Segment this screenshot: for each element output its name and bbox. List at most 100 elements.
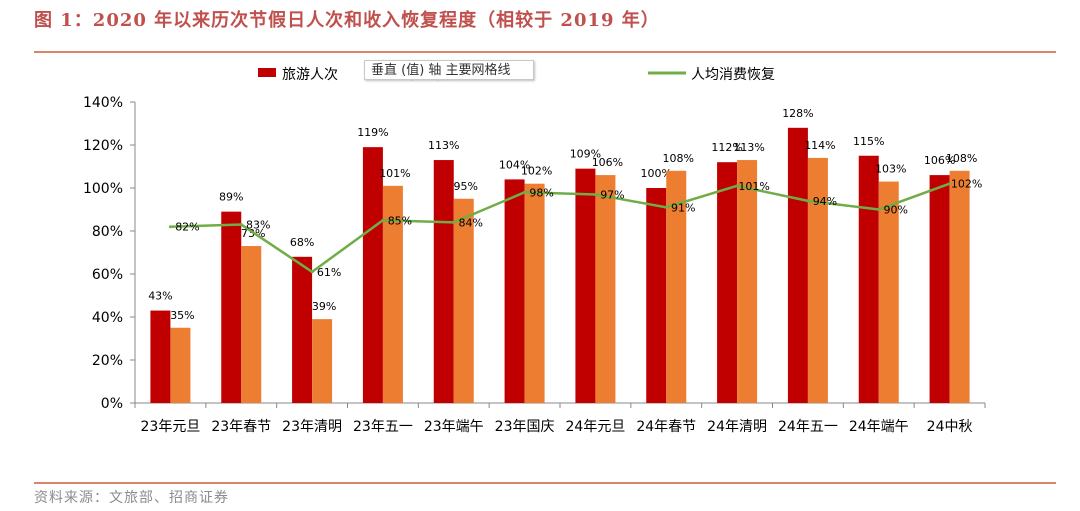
bar-data-label: 128% [782,107,813,120]
line-point [381,218,385,222]
x-tick-label: 24年五一 [778,419,838,435]
y-tick-label: 120% [83,138,123,154]
bar-data-label: 100% [641,167,672,180]
bar-tourist-trips [221,211,242,403]
x-tick-label: 23年元旦 [141,419,201,435]
bar-tourist-trips [858,155,879,403]
bar-data-label: 112% [711,141,742,154]
line-point [877,208,881,211]
bar-data-label: 108% [663,152,694,165]
chart: 0% 20% 40% 60% 80% 100% 120% 140% 23年元旦 23年春节 23年清… [83,66,986,435]
line-point [664,205,668,209]
bar-revenue [595,175,616,403]
line-point [239,223,243,227]
bar-revenue [949,170,970,403]
bar-tourist-trips [362,147,383,403]
bar-data-label: 115% [853,135,884,148]
bar-data-label: 95% [454,180,478,193]
bar-revenue [241,246,262,403]
bar-data-label: 103% [875,163,906,176]
source-rule [34,482,1056,484]
x-tick-label: 23年清明 [282,419,342,435]
line-data-label: 102% [951,178,982,191]
line-data-label: 85% [388,214,412,227]
x-tick-label: 24年端午 [849,419,909,435]
bar-tourist-trips [433,160,454,403]
line-per-capita-spending [170,182,951,274]
bar-data-label: 102% [521,165,552,178]
line-point [523,190,527,194]
x-tick-label: 23年端午 [424,419,484,435]
line-point [452,220,456,224]
bar-data-label: 114% [804,139,835,152]
line-point [735,184,739,188]
legend-swatch [258,68,276,77]
bar-revenue [312,319,333,403]
line-point [310,270,314,274]
bar-revenue [453,198,474,403]
source-note: 资料来源：文旅部、招商证券 [34,490,229,506]
y-tick-label: 0% [101,396,123,412]
y-tick-label: 100% [83,181,123,197]
bar-revenue [524,183,545,403]
bar-data-label: 101% [379,167,410,180]
line-data-label: 101% [738,180,769,193]
x-tick-label: 24中秋 [927,419,973,435]
y-tick-label: 140% [83,95,123,111]
bar-revenue [170,327,191,403]
line-data-label: 82% [175,221,199,234]
x-tick-label: 23年国庆 [495,419,555,435]
bar-data-label: 104% [499,158,530,171]
y-tick-label: 40% [92,310,123,326]
bar-data-label: 113% [733,141,764,154]
y-tick-label: 20% [92,353,123,369]
bar-tourist-trips [646,188,667,403]
bar-tourist-trips [929,175,950,403]
gridline-tooltip: 垂直 (值) 轴 主要网格线 [364,60,534,80]
bar-tourist-trips [150,310,171,403]
line-point [948,182,952,186]
figure-title: 图 1：2020 年以来历次节假日人次和收入恢复程度（相较于 2019 年） [34,10,660,31]
line-data-label: 94% [813,195,837,208]
y-tick-label: 60% [92,267,123,283]
bar-tourist-trips [717,162,738,403]
bar-data-label: 39% [312,300,336,313]
bar-data-label: 35% [170,309,194,322]
line-data-label: 98% [529,186,553,199]
bar-data-label: 106% [924,154,955,167]
bar-data-label: 89% [219,191,243,204]
bar-data-label: 43% [148,290,172,303]
bar-revenue [666,170,687,403]
line-data-label: 84% [459,216,483,229]
line-data-label: 61% [317,266,341,279]
line-data-label: 83% [246,219,270,232]
x-tick-label: 24年春节 [636,419,696,435]
bar-data-label: 113% [428,139,459,152]
bar-data-label: 106% [592,156,623,169]
legend-label: 旅游人次 [282,67,338,83]
bar-tourist-trips [292,256,313,403]
line-point [168,225,172,229]
bar-tourist-trips [504,179,525,403]
bar-tourist-trips [787,127,808,404]
bar-data-label: 108% [946,152,977,165]
line-point [806,199,810,203]
line-point [593,192,597,196]
x-tick-label: 24年元旦 [566,419,626,435]
x-tick-label: 23年五一 [353,419,413,435]
bar-revenue [878,181,899,403]
x-tick-label: 24年清明 [707,419,767,435]
y-tick-label: 80% [92,224,123,240]
bar-tourist-trips [575,168,596,403]
bar-data-label: 68% [290,236,314,249]
bar-revenue [807,157,828,403]
line-data-label: 91% [671,201,695,214]
line-data-label: 90% [884,204,908,217]
bar-data-label: 119% [357,126,388,139]
x-tick-label: 23年春节 [211,419,271,435]
legend-label: 人均消费恢复 [691,66,775,83]
title-rule [34,51,1056,53]
bar-data-label: 109% [570,148,601,161]
bar-revenue [382,185,403,403]
line-data-label: 97% [600,188,624,201]
